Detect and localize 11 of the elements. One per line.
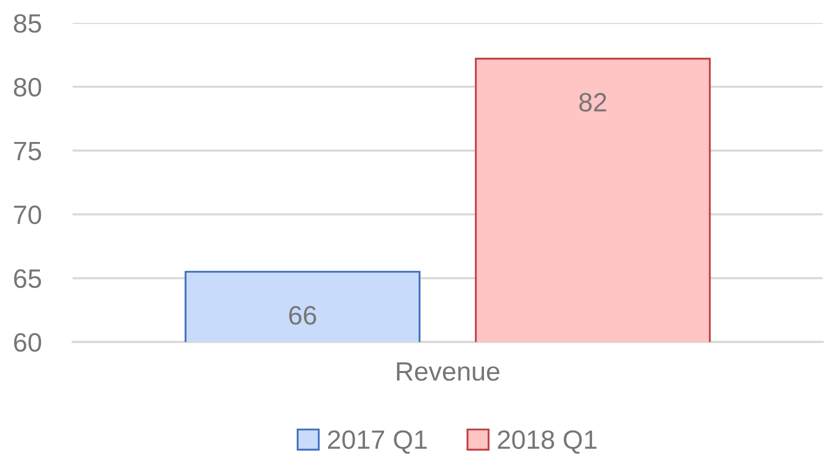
y-tick-label: 85 <box>14 14 42 33</box>
y-tick-label: 80 <box>14 78 42 97</box>
y-tick-label: 75 <box>14 142 42 160</box>
y-tick-label: 70 <box>14 205 42 224</box>
x-tick-label: Revenue <box>397 362 500 381</box>
data-label: 82 <box>579 92 606 112</box>
legend-label: 2017 Q1 <box>328 430 427 454</box>
y-tick-label: 65 <box>14 269 42 288</box>
y-tick-label: 60 <box>14 333 42 352</box>
data-label: 66 <box>289 306 316 325</box>
legend-label: 2018 Q1 <box>498 430 596 454</box>
